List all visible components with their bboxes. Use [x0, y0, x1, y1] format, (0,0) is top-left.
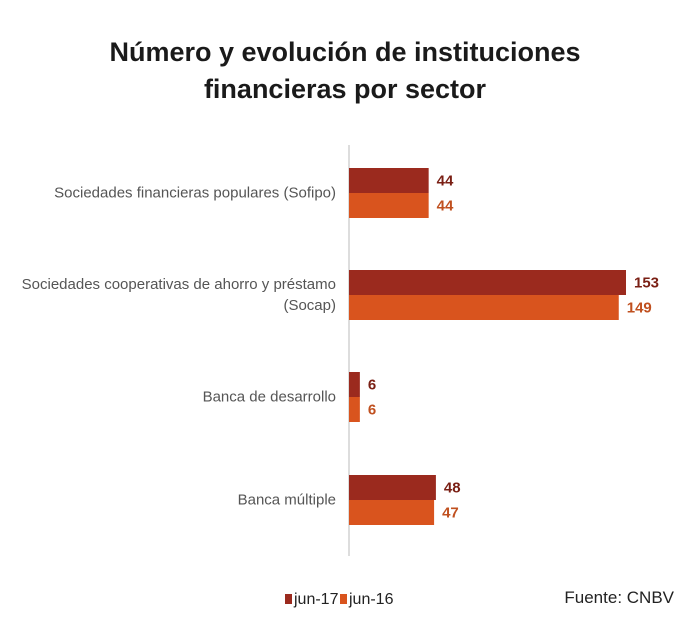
category-label: Sociedades financieras populares (Sofipo… [54, 184, 336, 202]
category-label: Banca múltiple [237, 491, 336, 509]
bar [349, 193, 429, 218]
category-label: Banca de desarrollo [202, 388, 336, 406]
value-label: 149 [627, 299, 652, 316]
chart-title: Número y evolución de instituciones fina… [109, 37, 581, 104]
value-label: 6 [368, 376, 376, 393]
bar [349, 397, 360, 422]
legend-label: jun-16 [349, 591, 394, 608]
bar [349, 270, 626, 295]
legend-label: jun-17 [294, 591, 339, 608]
value-label: 44 [437, 172, 454, 189]
legend-swatch [285, 594, 292, 604]
legend-item: jun-16 [340, 591, 393, 609]
bar [349, 295, 619, 320]
legend-swatch [340, 594, 347, 604]
bar [349, 475, 436, 500]
value-label: 153 [634, 274, 659, 291]
category-label: Sociedades cooperativas de ahorro y prés… [21, 276, 336, 314]
value-label: 6 [368, 401, 376, 418]
value-label: 48 [444, 479, 461, 496]
value-label: 47 [442, 504, 459, 521]
value-label: 44 [437, 197, 454, 214]
bar [349, 372, 360, 397]
source-note: Fuente: CNBV [564, 588, 674, 607]
bar [349, 168, 429, 193]
bar [349, 500, 435, 525]
legend-item: jun-17 [285, 591, 338, 609]
